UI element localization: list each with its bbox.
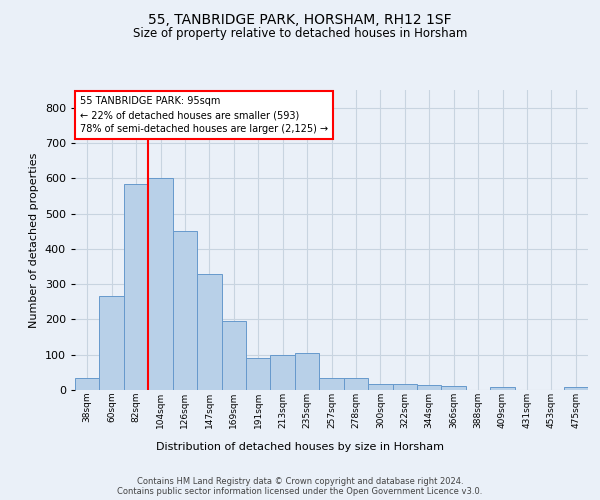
Bar (100, 296, 124, 390)
Bar (197, 274, 221, 390)
Bar (148, 178, 173, 390)
Bar (124, 184, 148, 390)
Text: 55, TANBRIDGE PARK, HORSHAM, RH12 1SF: 55, TANBRIDGE PARK, HORSHAM, RH12 1SF (148, 12, 452, 26)
Bar (271, 354, 295, 390)
Bar (319, 378, 344, 390)
Text: 55 TANBRIDGE PARK: 95sqm
← 22% of detached houses are smaller (593)
78% of semi-: 55 TANBRIDGE PARK: 95sqm ← 22% of detach… (80, 96, 328, 134)
Text: Distribution of detached houses by size in Horsham: Distribution of detached houses by size … (156, 442, 444, 452)
Text: Size of property relative to detached houses in Horsham: Size of property relative to detached ho… (133, 28, 467, 40)
Bar (392, 384, 417, 390)
Text: Contains HM Land Registry data © Crown copyright and database right 2024.: Contains HM Land Registry data © Crown c… (137, 478, 463, 486)
Bar (173, 231, 197, 390)
Bar (490, 387, 515, 390)
Bar (295, 353, 319, 390)
Bar (344, 378, 368, 390)
Text: Contains public sector information licensed under the Open Government Licence v3: Contains public sector information licen… (118, 488, 482, 496)
Bar (442, 386, 466, 390)
Bar (75, 378, 100, 390)
Bar (417, 384, 442, 390)
Bar (563, 387, 588, 390)
Bar (221, 321, 246, 390)
Bar (368, 384, 392, 390)
Y-axis label: Number of detached properties: Number of detached properties (29, 152, 39, 328)
Bar (246, 358, 271, 390)
